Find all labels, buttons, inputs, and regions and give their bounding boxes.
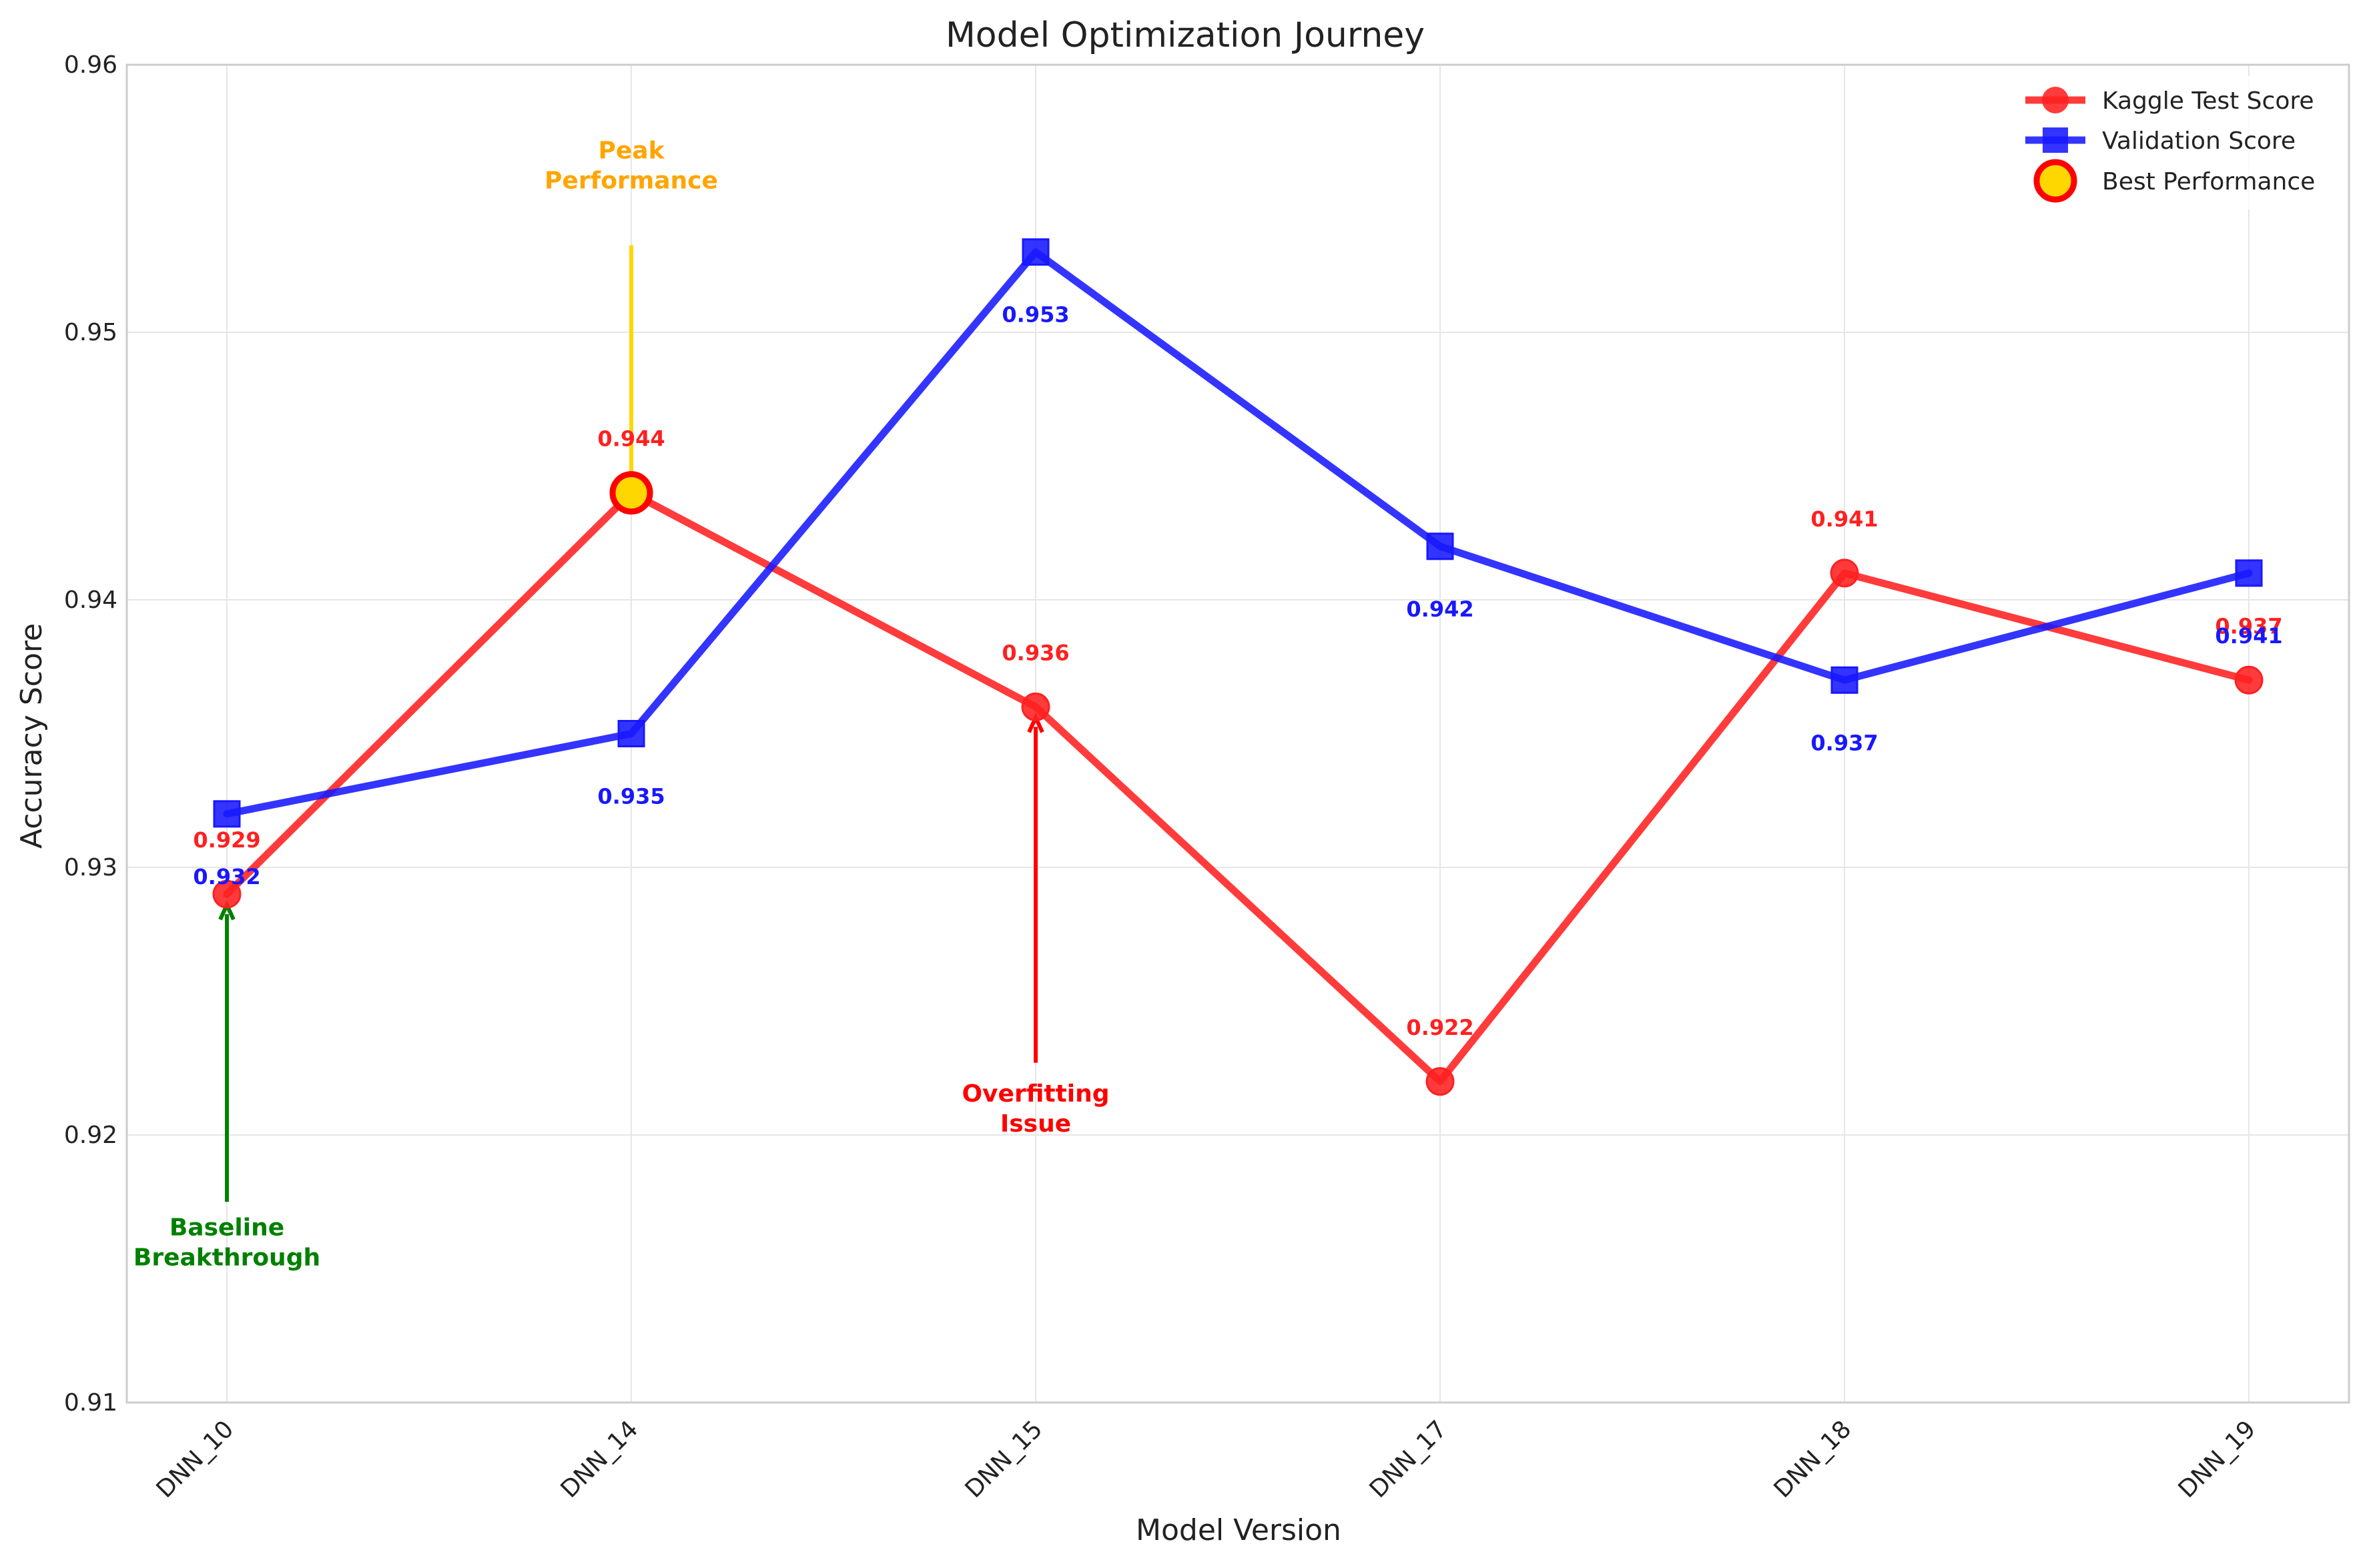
data-label: 0.935 [597, 784, 665, 809]
data-label: 0.937 [1810, 730, 1878, 755]
annotation-label-line: Issue [1000, 1110, 1071, 1138]
y-tick-label: 0.93 [64, 854, 117, 881]
y-tick-label: 0.91 [64, 1389, 117, 1417]
legend-label: Validation Score [2102, 127, 2296, 155]
annotation-arrows [218, 245, 1044, 1202]
data-point-circle [1425, 1067, 1455, 1096]
plot-frame [125, 63, 2350, 1404]
annotation-label-line: Baseline [170, 1214, 284, 1241]
data-label: 0.942 [1406, 597, 1473, 622]
best-performance-marker [609, 471, 653, 515]
annotation-label-line: Overfitting [962, 1080, 1109, 1108]
annotation-label-line: Breakthrough [133, 1244, 320, 1271]
data-label: 0.929 [193, 827, 260, 853]
data-label: 0.932 [193, 864, 260, 889]
data-label: 0.941 [2215, 623, 2282, 649]
data-point-square [213, 800, 241, 828]
data-point-circle [2234, 665, 2264, 695]
data-point-square [1830, 666, 1858, 694]
data-point-circle [212, 879, 242, 909]
x-axis-title: Model Version [1136, 1513, 1341, 1547]
data-point-square [617, 720, 645, 747]
y-tick-label: 0.95 [64, 319, 117, 346]
data-label: 0.941 [1810, 506, 1878, 532]
y-tick-label: 0.94 [64, 586, 117, 614]
chart-title: Model Optimization Journey [946, 15, 1425, 55]
y-tick-label: 0.96 [64, 51, 117, 79]
legend: Kaggle Test Score Validation Score Best Pe… [2009, 76, 2336, 210]
data-point-circle [1021, 692, 1050, 721]
legend-marker-best [2033, 159, 2077, 203]
data-label: 0.936 [1002, 640, 1069, 665]
annotation-label-line: Performance [545, 167, 718, 195]
y-tick-label: 0.92 [64, 1122, 117, 1149]
series-line [223, 248, 2253, 818]
data-point-square [2235, 559, 2263, 587]
series-line [223, 489, 2253, 1086]
data-point-circle [1830, 558, 1859, 588]
legend-marker-square [2043, 127, 2068, 153]
annotation-label-line: Peak [598, 137, 665, 165]
data-label: 0.937 [2215, 613, 2282, 639]
data-label: 0.944 [597, 426, 665, 452]
legend-marker-circle [2042, 87, 2069, 113]
data-label: 0.922 [1406, 1015, 1473, 1040]
legend-label: Kaggle Test Score [2102, 87, 2314, 115]
data-point-square [1426, 532, 1454, 560]
y-axis-title: Accuracy Score [15, 623, 49, 849]
best-performance-point [609, 471, 653, 515]
data-label: 0.953 [1002, 302, 1069, 328]
data-point-square [1022, 238, 1050, 266]
legend-label: Best Performance [2102, 168, 2315, 195]
data-labels: 0.9290.9440.9360.9220.9410.9370.9320.935… [193, 302, 2282, 1040]
